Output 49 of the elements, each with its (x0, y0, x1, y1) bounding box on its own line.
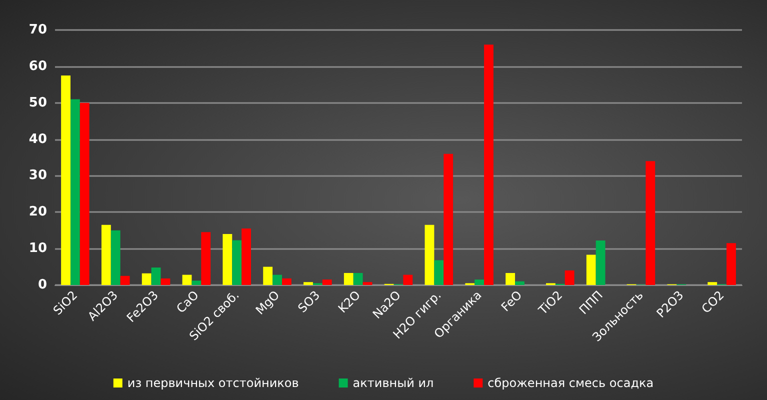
bar (484, 44, 494, 285)
bar (646, 161, 656, 285)
bar (474, 280, 484, 285)
bar (344, 272, 354, 285)
bar (403, 274, 413, 285)
bar (110, 230, 120, 285)
bar (120, 276, 130, 285)
bar (564, 270, 574, 285)
bar (151, 268, 161, 285)
legend-label: сброженная смесь осадка (488, 376, 654, 390)
bar (726, 243, 736, 285)
bar (444, 154, 454, 285)
bar (708, 282, 718, 285)
bar (506, 272, 516, 285)
bar (304, 282, 313, 285)
y-tick-label: 30 (28, 168, 47, 184)
bar (263, 266, 273, 285)
bar (272, 274, 282, 285)
bar (362, 282, 372, 285)
bar (70, 99, 80, 285)
legend-label: из первичных отстойников (127, 376, 299, 390)
y-tick-label: 50 (28, 95, 47, 110)
bar (596, 240, 606, 285)
bar (142, 273, 152, 285)
y-tick-label: 0 (38, 278, 47, 292)
bar (434, 260, 444, 285)
bar (424, 224, 434, 285)
y-tick-label: 10 (28, 241, 47, 256)
bar (515, 281, 524, 285)
bar (353, 272, 363, 285)
bar (61, 76, 70, 285)
bar (232, 240, 242, 285)
bar (222, 234, 232, 285)
bar (101, 224, 111, 285)
legend-label: активный ил (352, 376, 434, 390)
bar (242, 228, 251, 285)
bar (586, 254, 596, 285)
bar (182, 274, 192, 285)
y-tick-label: 40 (28, 132, 47, 147)
y-tick-label: 60 (28, 58, 47, 74)
bar (282, 278, 292, 285)
bar (322, 280, 332, 285)
bar (160, 278, 170, 285)
y-tick-label: 20 (28, 204, 47, 220)
x-tick-label: FeO (498, 288, 525, 314)
bar (201, 232, 211, 285)
y-tick-label: 70 (28, 22, 47, 38)
bar (80, 102, 90, 285)
bar (192, 280, 202, 285)
